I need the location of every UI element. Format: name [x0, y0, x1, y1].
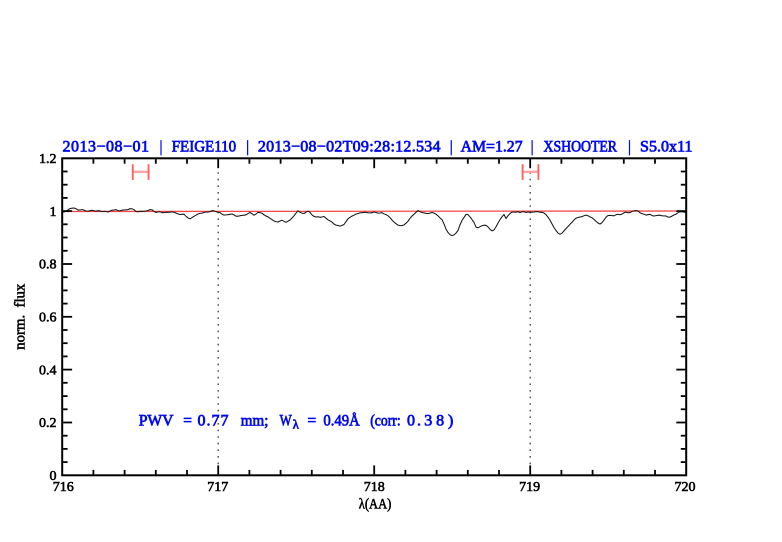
svg-text:716: 716 [53, 480, 74, 495]
svg-text:0.6: 0.6 [39, 311, 57, 326]
svg-text:0.8: 0.8 [39, 258, 57, 273]
svg-text:norm. flux: norm. flux [13, 283, 29, 349]
svg-text:720: 720 [675, 480, 696, 495]
svg-text:1: 1 [50, 205, 57, 220]
svg-text:719: 719 [519, 480, 540, 495]
svg-text:0.4: 0.4 [39, 363, 57, 378]
svg-text:0: 0 [50, 469, 57, 484]
svg-text:λ(AA): λ(AA) [359, 497, 392, 513]
svg-text:717: 717 [207, 480, 228, 495]
svg-text:0.2: 0.2 [39, 416, 57, 431]
svg-text:718: 718 [364, 480, 385, 495]
svg-text:1.2: 1.2 [39, 152, 57, 167]
svg-text:2013−08−01|FEIGE110|2013−08−02: 2013−08−01 | FEIGE110 | 2013−08−02T09:28:12.… [63, 138, 693, 155]
